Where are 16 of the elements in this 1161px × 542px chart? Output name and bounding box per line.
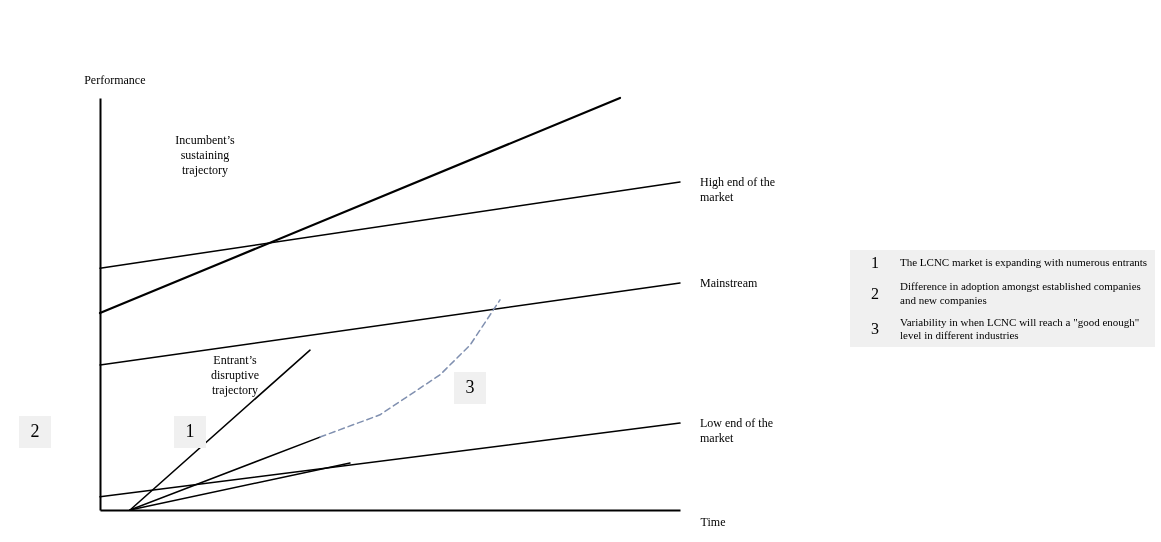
annotation: Incumbent’s sustaining trajectory: [175, 133, 235, 177]
series-label: Mainstream: [700, 275, 758, 290]
series-label: High end of the market: [700, 175, 775, 205]
text: 3: [870, 320, 880, 339]
series-label: Low end of the market: [700, 416, 773, 446]
text: 2: [30, 421, 40, 441]
annotation: 3: [465, 377, 475, 397]
annotation: 1: [185, 421, 195, 441]
x-axis-title: Time: [700, 514, 726, 529]
text: 2: [870, 284, 880, 303]
text: 1: [870, 254, 880, 272]
text: The LCNC market is expanding with numerous entrants: [900, 256, 1149, 270]
text: Difference in adoption amongst established companies and new companies: [900, 280, 1142, 308]
y-axis-title: Performance: [84, 72, 146, 87]
annotation: Entrant’s disruptive trajectory: [211, 353, 259, 397]
text: Variability in when LCNC will reach a "good enough" level in different industries: [900, 315, 1141, 343]
